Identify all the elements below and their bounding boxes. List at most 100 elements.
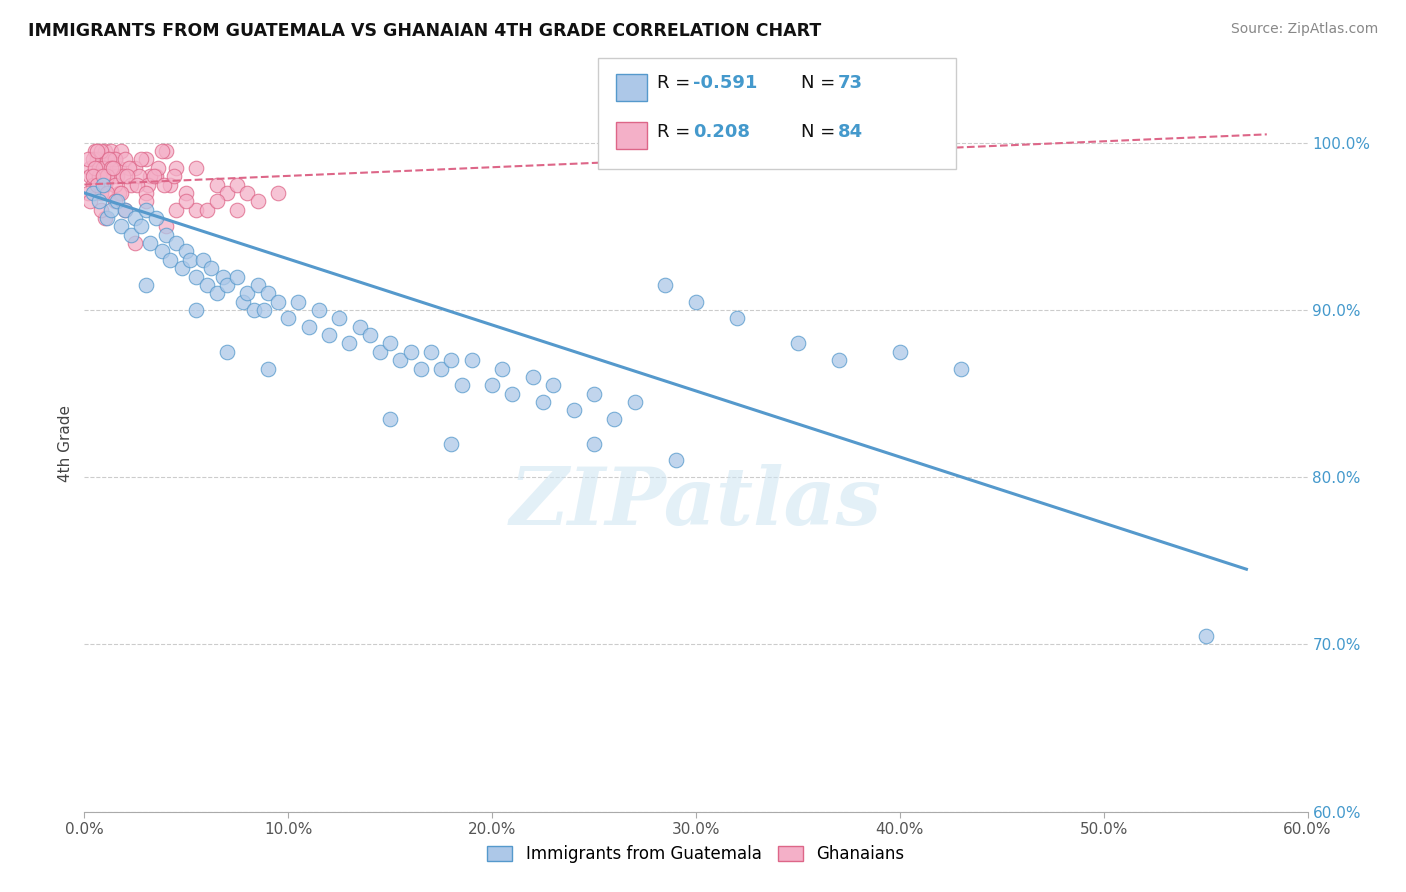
- Point: [79, 161, 101, 175]
- Point: [101, 169, 124, 184]
- Point: [86, 144, 108, 158]
- Point: [186, 161, 208, 175]
- Point: [562, 403, 585, 417]
- Point: [114, 202, 136, 217]
- Point: [115, 169, 138, 184]
- Point: [83, 169, 105, 184]
- Text: 73: 73: [838, 74, 863, 92]
- Point: [380, 336, 402, 351]
- Point: [217, 186, 239, 200]
- Point: [114, 153, 136, 167]
- Point: [1195, 629, 1218, 643]
- Point: [100, 161, 122, 175]
- Point: [236, 186, 259, 200]
- Point: [191, 252, 214, 267]
- Text: 0.208: 0.208: [693, 123, 751, 141]
- Point: [104, 178, 127, 192]
- Point: [665, 453, 688, 467]
- Point: [200, 261, 222, 276]
- Point: [135, 186, 157, 200]
- Point: [93, 161, 115, 175]
- Point: [150, 244, 173, 259]
- Point: [91, 178, 114, 192]
- Point: [120, 227, 142, 242]
- Point: [277, 311, 299, 326]
- Point: [389, 353, 412, 368]
- Point: [205, 286, 228, 301]
- Point: [124, 211, 146, 225]
- Point: [96, 211, 118, 225]
- Point: [146, 161, 169, 175]
- Text: N =: N =: [801, 123, 841, 141]
- Point: [159, 178, 181, 192]
- Point: [82, 153, 104, 167]
- Point: [257, 286, 280, 301]
- Point: [246, 277, 269, 292]
- Point: [543, 378, 565, 392]
- Point: [583, 437, 606, 451]
- Point: [522, 370, 544, 384]
- Point: [267, 186, 290, 200]
- Point: [104, 194, 127, 209]
- Point: [135, 153, 157, 167]
- Point: [298, 319, 321, 334]
- Point: [174, 186, 197, 200]
- Point: [77, 153, 100, 167]
- Point: [90, 202, 112, 217]
- Point: [328, 311, 350, 326]
- Point: [205, 194, 228, 209]
- Point: [624, 395, 647, 409]
- Text: R =: R =: [657, 123, 696, 141]
- Point: [232, 294, 254, 309]
- Point: [380, 411, 402, 425]
- Point: [226, 178, 249, 192]
- Point: [440, 437, 463, 451]
- Point: [128, 169, 150, 184]
- Point: [91, 161, 114, 175]
- Point: [246, 194, 269, 209]
- Point: [86, 153, 108, 167]
- Point: [105, 169, 128, 184]
- Point: [174, 194, 197, 209]
- Point: [145, 211, 167, 225]
- Point: [105, 194, 128, 209]
- Point: [79, 194, 101, 209]
- Point: [186, 303, 208, 318]
- Text: ZIPatlas: ZIPatlas: [510, 464, 882, 541]
- Point: [135, 202, 157, 217]
- Point: [685, 294, 707, 309]
- Point: [96, 153, 118, 167]
- Point: [179, 252, 201, 267]
- Point: [359, 328, 381, 343]
- Point: [155, 227, 177, 242]
- Point: [108, 186, 131, 200]
- Point: [889, 344, 911, 359]
- Point: [136, 178, 159, 192]
- Point: [96, 169, 118, 184]
- Point: [502, 386, 524, 401]
- Point: [101, 161, 124, 175]
- Point: [131, 153, 153, 167]
- Y-axis label: 4th Grade: 4th Grade: [58, 405, 73, 483]
- Point: [242, 303, 264, 318]
- Point: [138, 236, 160, 251]
- Point: [87, 169, 110, 184]
- Point: [155, 144, 177, 158]
- Point: [124, 161, 146, 175]
- Point: [186, 202, 208, 217]
- Point: [217, 344, 239, 359]
- Point: [253, 303, 276, 318]
- Point: [97, 161, 120, 175]
- Point: [124, 236, 146, 251]
- Point: [142, 169, 165, 184]
- Point: [481, 378, 503, 392]
- Point: [90, 153, 112, 167]
- Point: [195, 277, 218, 292]
- Text: N =: N =: [801, 74, 841, 92]
- Point: [135, 277, 157, 292]
- Point: [114, 202, 136, 217]
- Point: [257, 361, 280, 376]
- Point: [450, 378, 472, 392]
- Point: [110, 144, 132, 158]
- Point: [87, 194, 110, 209]
